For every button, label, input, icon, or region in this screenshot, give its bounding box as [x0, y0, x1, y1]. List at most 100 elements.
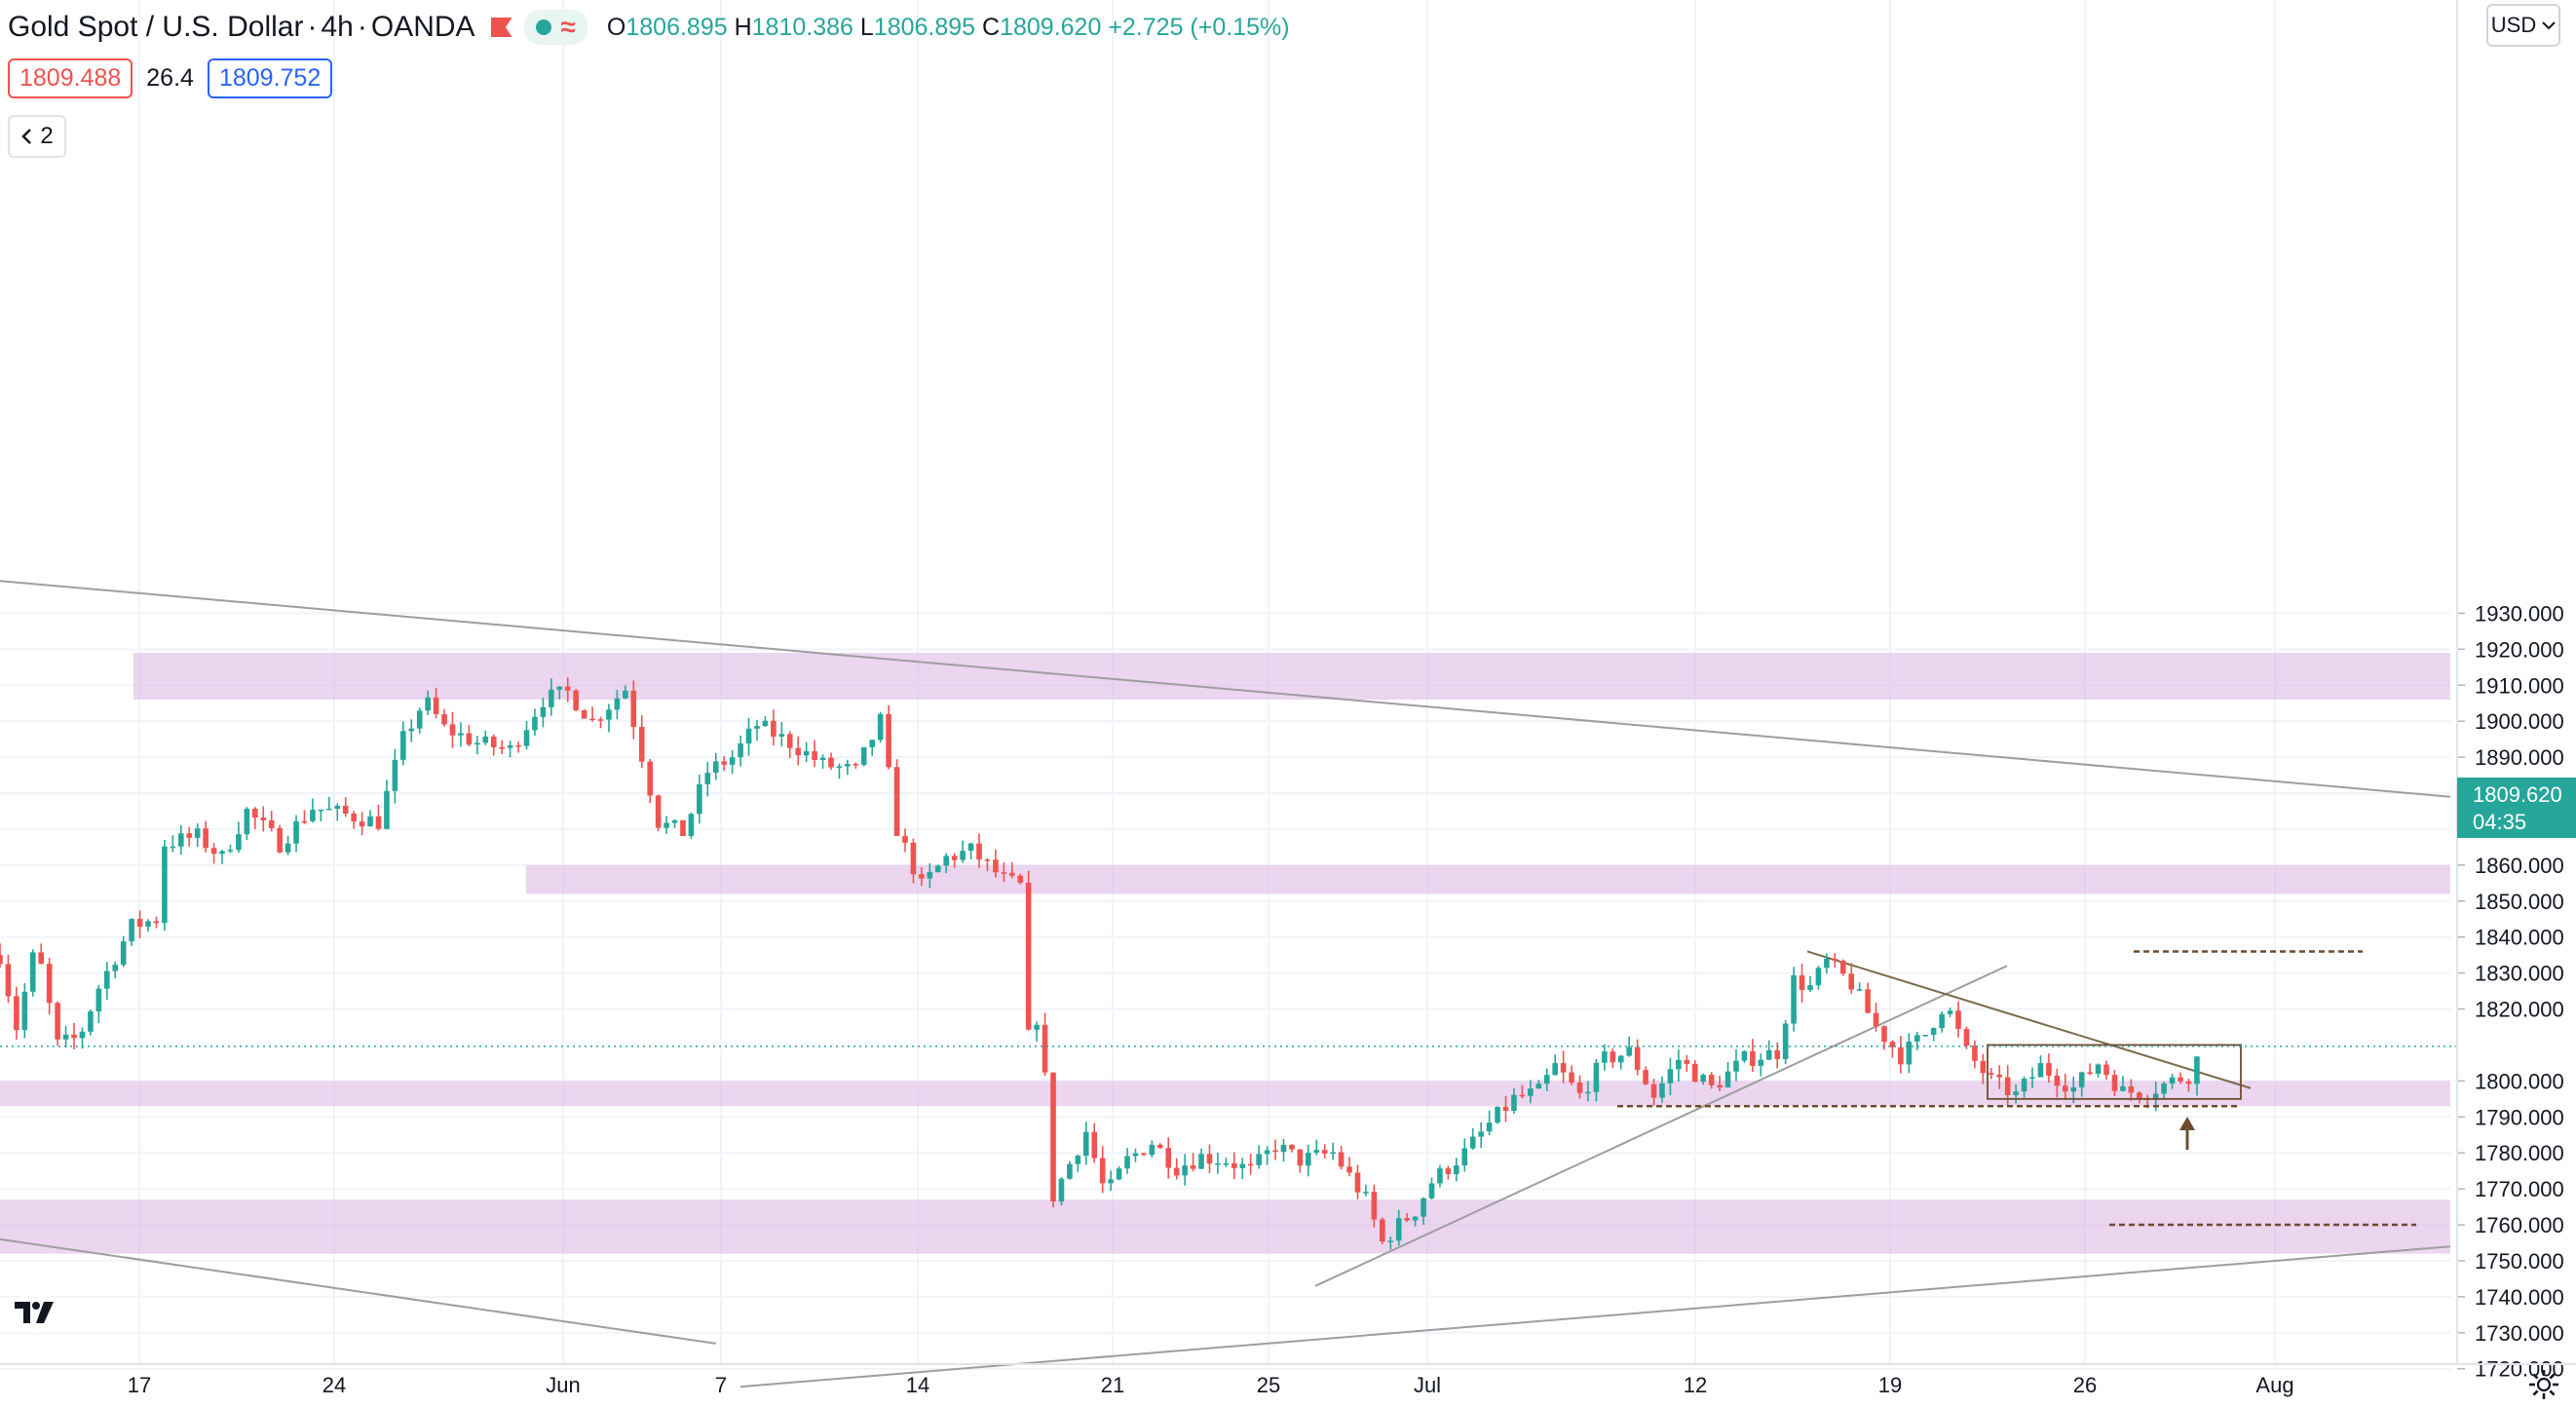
candle-body — [1371, 1192, 1378, 1220]
candle-body — [1634, 1046, 1641, 1071]
indicators-toggle[interactable]: 2 — [8, 115, 66, 158]
candle-body — [227, 850, 234, 852]
candle-body — [943, 856, 950, 866]
candle-body — [1387, 1240, 1394, 1242]
broker-label[interactable]: OANDA — [370, 11, 475, 43]
candle-body — [771, 720, 777, 737]
candle-body — [1765, 1049, 1772, 1060]
gear-icon[interactable] — [2527, 1368, 2560, 1401]
symbol-header[interactable]: Gold Spot / U.S. Dollar · 4h · OANDA ≈ O… — [8, 6, 1290, 49]
candle-body — [2054, 1075, 2061, 1086]
candle-body — [1272, 1150, 1278, 1153]
candle-body — [1617, 1055, 1624, 1063]
price-zone — [0, 1199, 2450, 1254]
candle-body — [490, 736, 497, 748]
candle-body — [71, 1034, 77, 1039]
candle-body — [2128, 1085, 2135, 1093]
candle-body — [103, 970, 110, 989]
interval-label[interactable]: 4h — [321, 11, 354, 43]
candle-body — [1791, 975, 1797, 1024]
tradingview-logo[interactable] — [12, 1292, 62, 1333]
candle-body — [934, 865, 941, 873]
candle-body — [960, 851, 966, 860]
price-tick-label: 1790.000 — [2475, 1105, 2564, 1129]
time-tick-label: 19 — [1878, 1373, 1902, 1397]
candle-body — [738, 742, 743, 758]
candle-body — [795, 747, 802, 756]
candle-body — [1297, 1149, 1304, 1166]
candle-body — [1972, 1046, 1978, 1061]
candle-body — [1700, 1075, 1707, 1083]
time-axis[interactable]: 17 24 Jun 7 14 21 25 Jul 12 19 26 Aug — [0, 1363, 2576, 1397]
candle-body — [1519, 1094, 1526, 1097]
market-status-badge[interactable]: ≈ — [523, 10, 587, 45]
candle-body — [367, 816, 373, 827]
candle-body — [1955, 1010, 1961, 1029]
trend-line — [739, 1245, 2451, 1388]
candle-body — [1799, 975, 1805, 991]
candle-body — [1988, 1073, 1994, 1075]
candle-body — [647, 761, 653, 796]
candle-body — [2070, 1086, 2077, 1092]
candle-body — [1330, 1152, 1336, 1155]
currency-select[interactable]: USD — [2486, 4, 2560, 47]
candle-body — [688, 814, 695, 837]
candle-body — [1659, 1083, 1665, 1098]
candle-body — [1206, 1154, 1213, 1164]
current-price-label: 1809.620 04:35 — [2457, 778, 2576, 838]
price-tick-label: 1800.000 — [2475, 1069, 2564, 1093]
consolidation-box — [1987, 1044, 2242, 1100]
candle-body — [203, 828, 208, 849]
candle-body — [1511, 1094, 1517, 1111]
candle-body — [293, 820, 299, 844]
candle-body — [1280, 1144, 1287, 1153]
flag-icon[interactable] — [490, 18, 512, 37]
candle-body — [1001, 872, 1007, 874]
candle-body — [2185, 1081, 2192, 1084]
currency-label: USD — [2490, 13, 2537, 37]
candle-body — [1190, 1165, 1196, 1169]
candle-body — [433, 697, 439, 715]
trend-line — [1806, 950, 2252, 1089]
price-tick-label: 1850.000 — [2475, 890, 2564, 914]
separator: · — [357, 11, 367, 43]
candle-body — [1469, 1136, 1476, 1149]
candle-body — [1495, 1106, 1500, 1123]
candle-body — [1839, 960, 1846, 974]
trend-line — [0, 1237, 717, 1345]
candle-body — [1939, 1013, 1945, 1029]
candle-body — [5, 964, 12, 997]
candle-body — [515, 744, 521, 747]
candle-body — [1141, 1153, 1147, 1156]
candle-body — [1676, 1059, 1682, 1070]
candle-body — [1815, 968, 1822, 986]
candle-body — [1650, 1084, 1657, 1098]
symbol-title[interactable]: Gold Spot / U.S. Dollar — [8, 11, 304, 43]
candle-body — [2103, 1064, 2109, 1076]
candle-body — [1832, 958, 1838, 961]
buy-button[interactable]: 1809.752 — [207, 58, 333, 98]
candle-body — [1108, 1179, 1114, 1184]
candle-body — [1321, 1150, 1328, 1154]
candle-body — [1223, 1162, 1230, 1165]
trend-line — [0, 580, 2451, 798]
candle-body — [1626, 1046, 1632, 1056]
candle-body — [1042, 1024, 1048, 1073]
candle-body — [2037, 1063, 2044, 1078]
candle-body — [1034, 1024, 1040, 1030]
candle-body — [893, 767, 900, 837]
candle-body — [1717, 1084, 1723, 1087]
candle-body — [1116, 1168, 1122, 1180]
candle-body — [1149, 1144, 1155, 1156]
candle-body — [1313, 1150, 1320, 1153]
candle-body — [136, 919, 143, 928]
candle-body — [1239, 1163, 1246, 1168]
candle-body — [1930, 1028, 1937, 1036]
candle-body — [219, 851, 225, 855]
sell-button[interactable]: 1809.488 — [8, 58, 133, 98]
candle-body — [1922, 1035, 1929, 1037]
candle-body — [1865, 989, 1871, 1013]
price-axis[interactable]: 1930.000 1920.000 1910.000 1900.000 1890.000… — [2456, 0, 2564, 1382]
candle-body — [869, 740, 876, 747]
